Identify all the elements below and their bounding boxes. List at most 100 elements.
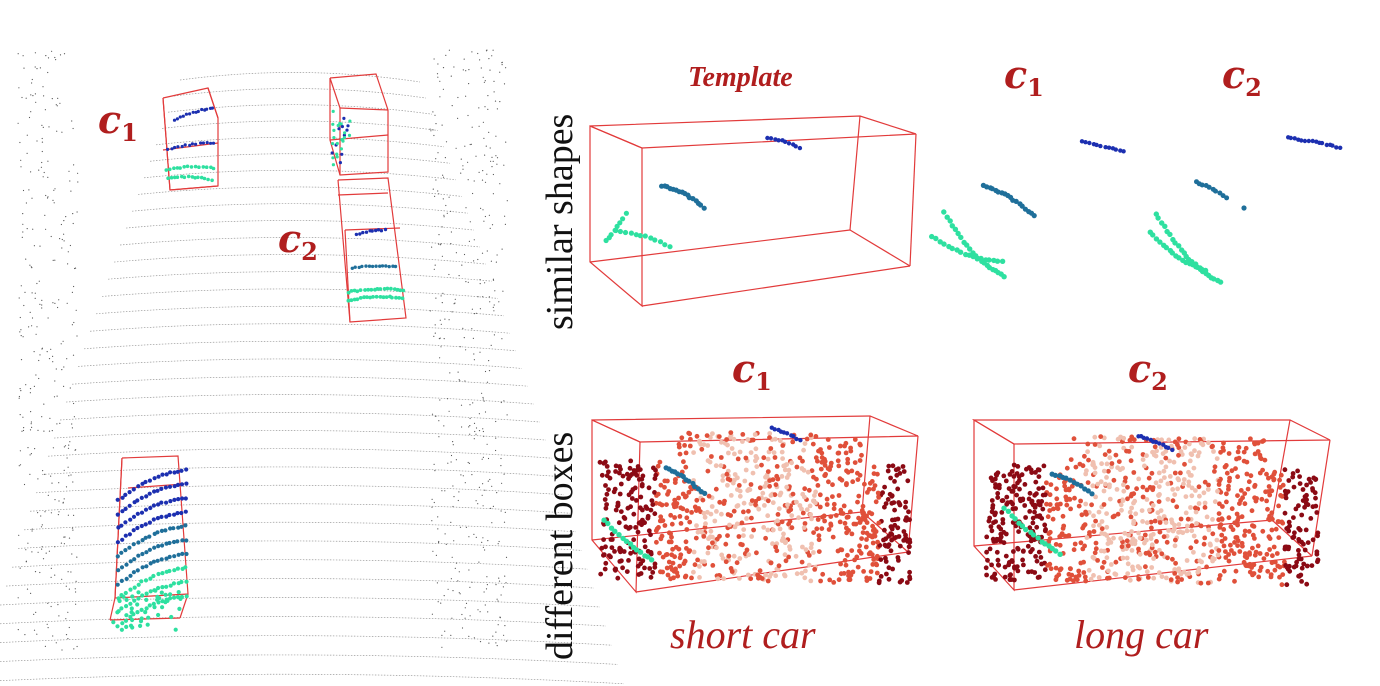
car-point [1227,478,1232,484]
car-point [1104,533,1110,538]
noise-point [442,176,445,178]
car-point [1104,461,1110,467]
car-point [608,537,614,542]
point [637,549,644,555]
car-point [1170,528,1176,534]
noise-point [481,458,483,460]
car-point [1126,532,1131,538]
car-point [1210,517,1215,522]
car-point [1176,522,1182,527]
car-point [1039,561,1044,567]
car-point [838,510,844,516]
point [193,176,197,180]
car-point [693,535,699,541]
noise-point [441,255,443,257]
car-point [1278,472,1284,478]
car-point [635,563,641,569]
noise-point [457,580,459,582]
car-point [1219,532,1225,538]
car-point [886,576,892,582]
car-point [658,482,664,488]
noise-point [56,105,58,107]
point [378,264,382,268]
car-point [1206,527,1212,533]
point [152,605,157,610]
point [164,584,169,589]
car-point [1189,473,1194,478]
noise-point [500,457,502,460]
car-point [1124,538,1130,544]
noise-point [496,254,498,256]
car-point [1120,555,1126,561]
car-point [720,478,726,483]
car-point [1137,551,1143,557]
car-point [1233,466,1238,471]
car-point [666,559,672,565]
car-point [1136,576,1142,582]
car-point [824,496,830,502]
car-point [852,557,857,563]
car-point [850,479,856,485]
car-point [1175,486,1180,492]
noise-point [31,528,33,530]
point [123,618,129,623]
car-point [1186,483,1192,488]
noise-point [31,82,33,84]
car-point [828,463,834,469]
car-point [1111,477,1117,483]
point [172,118,177,122]
scene-box-near-car [109,455,189,632]
noise-point [473,438,475,440]
point [147,478,152,483]
car-point [988,475,994,481]
car-point [1216,517,1222,523]
car-point [1073,464,1079,470]
point [189,165,194,169]
car-point [651,465,656,471]
car-point [845,469,851,475]
car-point [1111,535,1116,541]
noise-point [76,335,78,337]
noise-point [492,160,494,162]
point [949,245,955,252]
point [115,582,120,587]
car-point [1235,543,1240,548]
noise-point [62,501,64,503]
car-point [785,502,790,508]
noise-point [33,629,36,631]
point [190,142,194,146]
car-point [1197,558,1203,564]
noise-point [501,482,503,484]
point [350,266,354,270]
car-point [707,459,713,465]
car-point [838,561,843,567]
noise-point [54,546,56,548]
car-point [1006,486,1012,491]
car-point [1157,492,1162,497]
car-point [652,476,658,481]
noise-point [74,267,76,270]
point [335,152,339,156]
noise-point [441,646,443,648]
point [1035,535,1041,541]
car-point [883,555,888,561]
noise-point [478,125,480,127]
noise-point [488,370,491,372]
car-point [1036,499,1041,504]
car-point [1234,511,1240,517]
noise-point [77,172,79,174]
car-point [1291,534,1297,540]
car-point [1214,456,1220,461]
noise-point [57,97,59,99]
point [184,112,188,116]
car-point [844,515,850,520]
car-point [1151,556,1156,561]
point [401,288,406,293]
car-point [732,451,737,457]
car-point [867,480,873,486]
noise-point [464,617,466,619]
car-point [1106,448,1112,454]
car-point [666,530,672,536]
car-point [1176,436,1182,442]
noise-point [67,447,70,449]
